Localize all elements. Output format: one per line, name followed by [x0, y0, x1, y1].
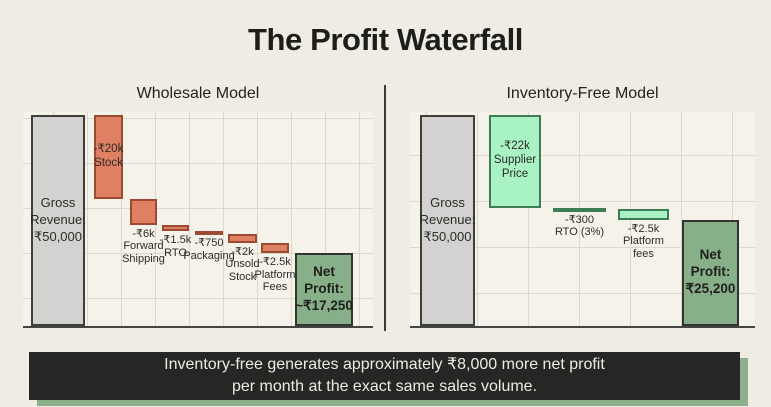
wholesale-waterfall-chart: Gross Revenue: ₹50,000 -₹20k Stock -₹6k Forwar…	[23, 112, 373, 328]
bar-forward-shipping	[130, 199, 157, 225]
callout-banner-line1: Inventory-free generates approximately ₹…	[164, 356, 605, 373]
chart-title-wholesale: Wholesale Model	[136, 85, 260, 102]
bar-net-profit	[682, 219, 739, 326]
bar-rto-3	[553, 207, 606, 212]
callout-banner: Inventory-free generates approximately ₹…	[29, 352, 740, 400]
bar-net-profit	[295, 253, 353, 326]
bar-label-platform-fees: -₹2.5k Platform fees	[623, 222, 664, 260]
inventory-free-waterfall-chart: Gross Revenue: ₹50,000 -₹22k Supplier Price -₹…	[410, 112, 755, 328]
bar-stock	[94, 115, 123, 200]
bar-packaging	[195, 231, 223, 236]
bar-platform-fees	[618, 209, 669, 220]
bar-label-rto-3: -₹300 RTO (3%)	[554, 213, 605, 239]
bar-supplier-price	[489, 115, 541, 208]
bar-rto	[162, 224, 189, 232]
bar-label-rto: -₹1.5k RTO	[159, 234, 192, 259]
page-title: The Profit Waterfall	[247, 22, 524, 57]
bar-gross-revenue	[31, 115, 85, 326]
bar-label-forward-shipping: -₹6k Forward Shipping	[122, 227, 165, 265]
bar-unsold-stock	[228, 234, 257, 243]
callout-banner-line2: per month at the exact same sales volume…	[231, 378, 538, 395]
bar-gross-revenue	[420, 115, 475, 326]
chart-title-inventory-free: Inventory-Free Model	[506, 85, 659, 102]
bar-platform-fees	[261, 242, 289, 254]
charts-divider	[384, 85, 386, 331]
